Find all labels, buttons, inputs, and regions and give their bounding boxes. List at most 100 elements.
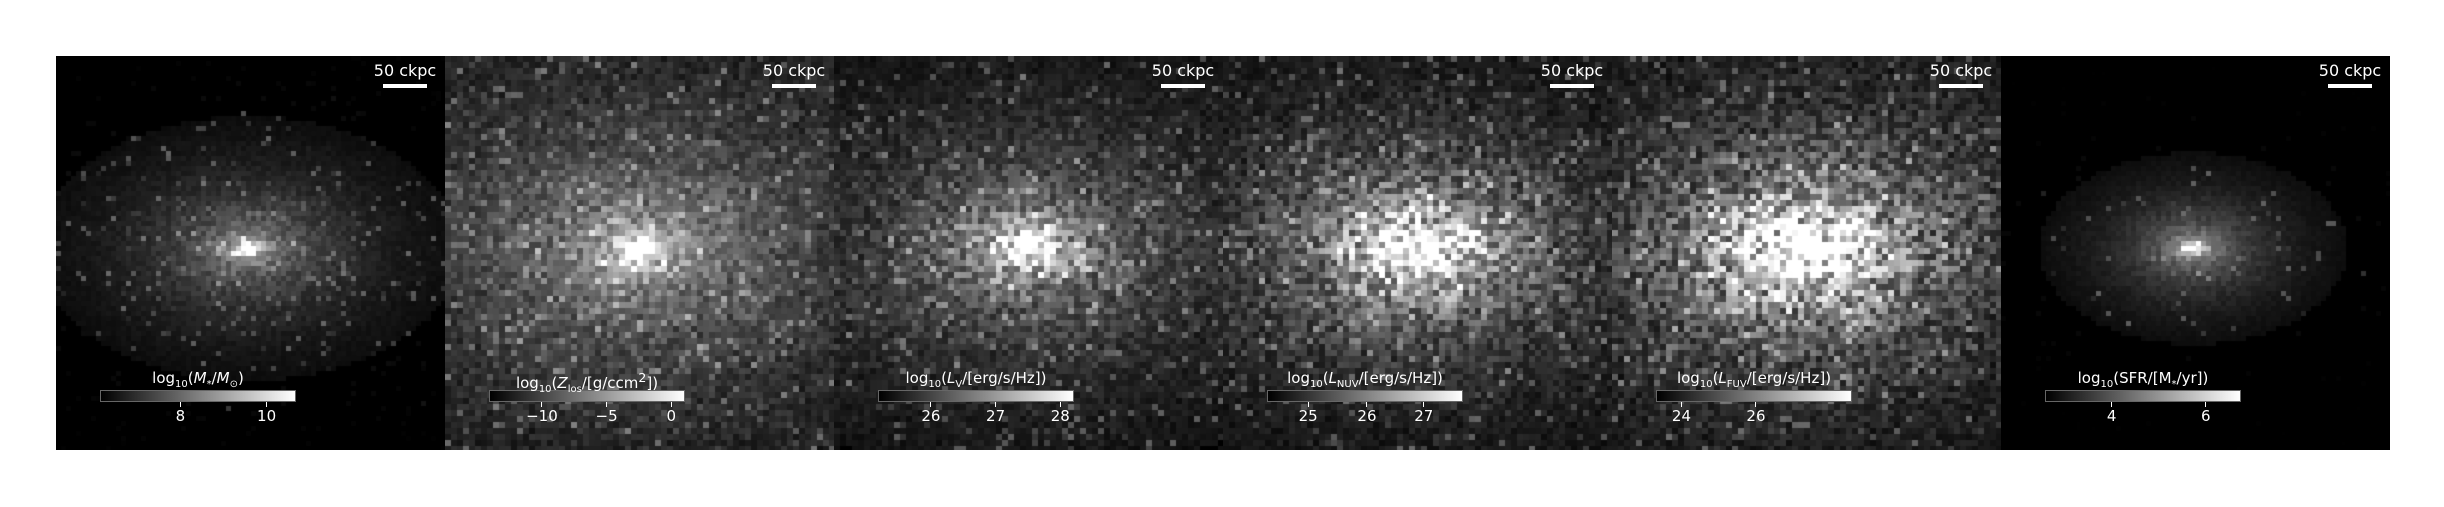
colorbar-gradient [2045, 390, 2241, 402]
colorbar-tick: 8 [160, 402, 200, 424]
colorbar-label: log10(LV/[erg/s/Hz]) [905, 369, 1047, 390]
colorbar-tick-mark [1423, 402, 1425, 407]
colorbar-tick: 6 [2186, 402, 2226, 424]
map-image-v-band-luminosity [834, 56, 1223, 450]
colorbar-tick-label: 8 [175, 407, 186, 425]
colorbar-tick: 4 [2092, 402, 2132, 424]
colorbar-tick-mark [541, 402, 543, 407]
map-panel-v-band-luminosity: 50 ckpc log10(LV/[erg/s/Hz]) 26 27 28 [834, 56, 1223, 450]
colorbar-tick-mark [670, 402, 672, 407]
colorbar-ticks: 25 26 27 [1267, 402, 1463, 424]
colorbar-label: log10(LNUV/[erg/s/Hz]) [1287, 369, 1443, 390]
colorbar-tick-mark [606, 402, 608, 407]
colorbar-tick-label: 4 [2106, 407, 2117, 425]
colorbar-tick-mark [266, 402, 268, 407]
colorbar: log10(LFUV/[erg/s/Hz]) 24 26 [1656, 368, 1852, 424]
scale-bar-label: 50 ckpc [2318, 61, 2382, 80]
colorbar-tick: 27 [1404, 402, 1444, 424]
colorbar-tick: −5 [587, 402, 627, 424]
colorbar-tick-label: 27 [1414, 407, 1434, 425]
colorbar-tick-label: 6 [2200, 407, 2211, 425]
colorbar-gradient [489, 390, 685, 402]
colorbar-tick-label: 24 [1671, 407, 1692, 425]
colorbar-tick: 27 [976, 402, 1016, 424]
scale-bar: 50 ckpc [2319, 62, 2381, 88]
colorbar-tick-label: 0 [666, 407, 677, 425]
colorbar: log10(LNUV/[erg/s/Hz]) 25 26 27 [1267, 368, 1463, 424]
scale-bar-label: 50 ckpc [1929, 61, 1993, 80]
colorbar-gradient [1656, 390, 1852, 402]
colorbar-tick-mark [2205, 402, 2207, 407]
map-image-nuv-luminosity [1223, 56, 1612, 450]
colorbar-tick-mark [930, 402, 932, 407]
map-panel-nuv-luminosity: 50 ckpc log10(LNUV/[erg/s/Hz]) 25 26 27 [1223, 56, 1612, 450]
map-panel-fuv-luminosity: 50 ckpc log10(LFUV/[erg/s/Hz]) 24 26 [1612, 56, 2001, 450]
map-image-star-formation-rate [2001, 56, 2390, 450]
colorbar-tick-mark [1366, 402, 1368, 407]
colorbar-tick-label: 10 [257, 407, 277, 425]
scale-bar-line [383, 84, 427, 88]
scale-bar-line [1550, 84, 1594, 88]
colorbar-tick-label: −10 [526, 407, 558, 425]
colorbar-tick: 10 [247, 402, 287, 424]
colorbar-tick-mark [1307, 402, 1309, 407]
map-image-metallicity [445, 56, 834, 450]
colorbar-tick-mark [2111, 402, 2113, 407]
colorbar-label: log10(Zlos/[g/ccm2]) [515, 370, 659, 395]
galaxy-map-strip: 50 ckpc log10(M*/M⊙) 8 10 50 ckpc log10(Zlos/… [56, 56, 2390, 450]
colorbar-tick-mark [995, 402, 997, 407]
scale-bar: 50 ckpc [763, 62, 825, 88]
colorbar-tick-mark [1059, 402, 1061, 407]
map-panel-metallicity: 50 ckpc log10(Zlos/[g/ccm2]) −10 −5 0 [445, 56, 834, 450]
colorbar-tick-label: 26 [921, 407, 941, 425]
scale-bar: 50 ckpc [1152, 62, 1214, 88]
scale-bar-line [1939, 84, 1983, 88]
colorbar-tick: 26 [1347, 402, 1387, 424]
colorbar-gradient [100, 390, 296, 402]
colorbar: log10(SFR/[M*/yr]) 4 6 [2045, 368, 2241, 424]
colorbar-tick: 25 [1288, 402, 1328, 424]
colorbar-tick-mark [179, 402, 181, 407]
colorbar-ticks: 8 10 [100, 402, 296, 424]
scale-bar-line [772, 84, 816, 88]
colorbar-label: log10(SFR/[M*/yr]) [2077, 369, 2209, 390]
colorbar-tick-mark [1680, 402, 1682, 407]
scale-bar-label: 50 ckpc [1151, 61, 1215, 80]
colorbar-tick-label: 26 [1357, 407, 1377, 425]
colorbar-gradient [1267, 390, 1463, 402]
colorbar-tick-label: 26 [1746, 407, 1766, 425]
scale-bar-label: 50 ckpc [373, 61, 437, 80]
colorbar-gradient [878, 390, 1074, 402]
scale-bar-line [1161, 84, 1205, 88]
map-image-stellar-mass [56, 56, 445, 450]
colorbar-tick: −10 [522, 402, 562, 424]
colorbar-tick-mark [1755, 402, 1757, 407]
scale-bar-label: 50 ckpc [1540, 61, 1604, 80]
colorbar-label: log10(M*/M⊙) [152, 369, 244, 390]
colorbar-tick: 28 [1040, 402, 1080, 424]
colorbar: log10(Zlos/[g/ccm2]) −10 −5 0 [489, 368, 685, 424]
colorbar-tick: 26 [1736, 402, 1776, 424]
scale-bar-label: 50 ckpc [762, 61, 826, 80]
colorbar-tick-label: −5 [595, 407, 618, 425]
colorbar-label: log10(LFUV/[erg/s/Hz]) [1676, 369, 1832, 390]
scale-bar-line [2328, 84, 2372, 88]
colorbar: log10(LV/[erg/s/Hz]) 26 27 28 [878, 368, 1074, 424]
colorbar-ticks: 24 26 [1656, 402, 1852, 424]
colorbar-tick: 24 [1661, 402, 1701, 424]
colorbar-tick: 0 [651, 402, 691, 424]
colorbar-ticks: −10 −5 0 [489, 402, 685, 424]
colorbar-tick-label: 25 [1298, 407, 1318, 425]
scale-bar: 50 ckpc [1930, 62, 1992, 88]
scale-bar: 50 ckpc [374, 62, 436, 88]
map-panel-star-formation-rate: 50 ckpc log10(SFR/[M*/yr]) 4 6 [2001, 56, 2390, 450]
colorbar-tick-label: 28 [1050, 407, 1070, 425]
colorbar: log10(M*/M⊙) 8 10 [100, 368, 296, 424]
colorbar-tick: 26 [911, 402, 951, 424]
scale-bar: 50 ckpc [1541, 62, 1603, 88]
colorbar-ticks: 26 27 28 [878, 402, 1074, 424]
colorbar-tick-label: 27 [986, 407, 1006, 425]
map-image-fuv-luminosity [1612, 56, 2001, 450]
map-panel-stellar-mass: 50 ckpc log10(M*/M⊙) 8 10 [56, 56, 445, 450]
